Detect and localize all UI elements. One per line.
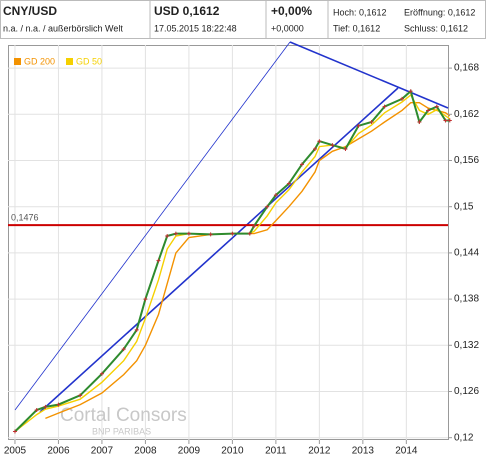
watermark: Cortal Consors — [60, 405, 187, 426]
legend-label: GD 50 — [76, 56, 102, 66]
price-marker — [426, 108, 431, 113]
y-tick-label: 0,168 — [454, 63, 479, 74]
price-marker — [382, 104, 387, 109]
ma-line — [14, 93, 451, 433]
reference-label: 0,1476 — [11, 213, 39, 223]
price-marker — [56, 402, 61, 407]
price-marker — [99, 371, 104, 376]
y-tick-label: 0,126 — [454, 386, 479, 397]
price-marker — [230, 231, 235, 236]
price-marker — [12, 429, 17, 434]
ma-line — [45, 102, 451, 420]
price-marker — [447, 118, 452, 123]
price-marker — [434, 104, 439, 109]
grid — [8, 45, 448, 440]
price-marker — [417, 119, 422, 124]
trend-line — [39, 87, 399, 413]
price-marker — [165, 233, 170, 238]
watermark-sub: BNP PARIBAS — [92, 426, 151, 436]
price-marker — [330, 143, 335, 148]
legend-swatch — [66, 58, 73, 65]
price-marker — [173, 231, 178, 236]
symbol: CNY/USD — [3, 4, 57, 18]
x-tick-label: 2007 — [91, 446, 114, 457]
price-marker — [134, 327, 139, 332]
price-marker — [143, 297, 148, 302]
price-marker — [356, 123, 361, 128]
price-marker — [186, 231, 191, 236]
low: Tief: 0,1612 — [333, 23, 380, 33]
y-tick-label: 0,162 — [454, 109, 479, 120]
price-marker — [343, 146, 348, 151]
exchange: n.a. / n.a. / außerbörslich Welt — [3, 23, 123, 33]
change-pct: +0,00% — [271, 4, 312, 18]
x-tick-label: 2010 — [221, 446, 244, 457]
price-marker — [78, 393, 83, 398]
price-marker — [34, 407, 39, 412]
price-marker — [399, 96, 404, 101]
price-marker — [317, 139, 322, 144]
x-tick-label: 2009 — [178, 446, 201, 457]
price-marker — [273, 193, 278, 198]
trend-line — [289, 41, 449, 109]
x-tick-label: 2014 — [395, 446, 418, 457]
y-tick-label: 0,138 — [454, 294, 479, 305]
price-marker — [313, 146, 318, 151]
y-tick-label: 0,12 — [454, 432, 474, 443]
price-marker — [265, 204, 270, 209]
close: Schluss: 0,1612 — [404, 23, 468, 33]
price-marker — [286, 181, 291, 186]
price-marker — [299, 162, 304, 167]
y-tick-label: 0,156 — [454, 155, 479, 166]
price-marker — [252, 223, 257, 228]
y-tick-label: 0,144 — [454, 248, 479, 259]
price-marker — [247, 231, 252, 236]
price-marker — [369, 119, 374, 124]
x-tick-label: 2011 — [265, 446, 287, 457]
x-tick-label: 2005 — [4, 446, 27, 457]
change-abs: +0,0000 — [271, 23, 304, 33]
price: USD 0,1612 — [154, 4, 220, 18]
price-marker — [443, 118, 448, 123]
marks: 0,1476 — [8, 89, 452, 434]
legend-swatch — [14, 58, 21, 65]
x-tick-label: 2006 — [47, 446, 70, 457]
y-tick-label: 0,15 — [454, 201, 474, 212]
price-marker — [208, 232, 213, 237]
timestamp: 17.05.2015 18:22:48 — [154, 23, 237, 33]
price-marker — [408, 89, 413, 94]
open: Eröffnung: 0,1612 — [404, 7, 475, 17]
x-tick-label: 2013 — [352, 446, 375, 457]
y-tick-label: 0,132 — [454, 340, 479, 351]
price-marker — [43, 404, 48, 409]
x-tick-label: 2012 — [308, 446, 331, 457]
x-tick-label: 2008 — [134, 446, 157, 457]
legend-label: GD 200 — [24, 56, 55, 66]
price-marker — [156, 258, 161, 263]
price-marker — [121, 347, 126, 352]
header-frame — [0, 0, 486, 39]
high: Hoch: 0,1612 — [333, 7, 387, 17]
